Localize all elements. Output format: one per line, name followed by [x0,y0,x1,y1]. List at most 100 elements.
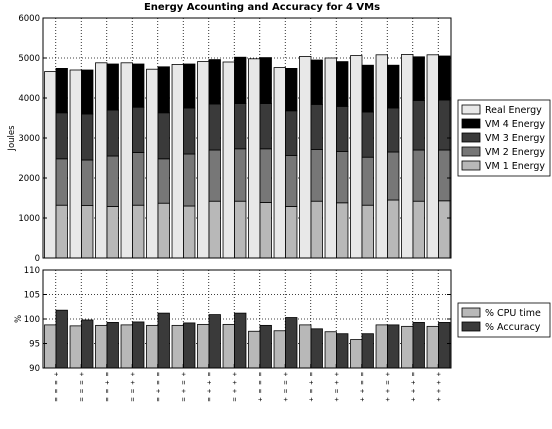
cpu-time-bar [197,323,210,369]
x-tick-label: = + = = [154,372,162,402]
accuracy-bar [157,312,170,369]
legend-swatch [461,146,481,157]
real-energy-bar [248,58,261,259]
accuracy-y-tick-label: 95 [29,340,40,350]
real-energy-bar [171,64,184,259]
energy-y-tick-label: 4000 [18,94,40,104]
x-tick-label: = = + + [129,372,137,402]
accuracy-bar [336,333,349,369]
vm-4-energy-bar [132,63,145,108]
vm-1-energy-bar [336,202,349,259]
vm-1-energy-bar [438,200,451,259]
x-tick-label: + + + + [435,372,443,402]
chart-title: Energy Acounting and Accuracy for 4 VMs [144,2,380,13]
vm-3-energy-bar [183,107,196,155]
accuracy-y-tick-label: 100 [24,315,40,325]
vm-4-energy-bar [387,64,400,109]
vm-3-energy-bar [387,107,400,153]
energy-plot-bars [44,54,451,259]
vm-4-energy-bar [81,69,94,115]
vm-2-energy-bar [157,158,170,204]
vm-4-energy-bar [361,64,374,113]
vm-1-energy-bar [285,205,298,259]
x-tick-label: = = + = [103,372,111,402]
vm-3-energy-bar [157,112,170,160]
cpu-time-bar [120,324,133,369]
x-tick-label: = = = + [78,372,86,402]
vm-4-energy-bar [336,61,349,107]
legend-label: Real Energy [485,105,542,116]
x-tick-label: = + + + [231,372,239,402]
vm-3-energy-bar [361,111,374,158]
accuracy-legend: % CPU time % Accuracy [457,302,551,338]
vm-1-energy-bar [157,202,170,259]
accuracy-bar [361,333,374,369]
x-tick-label: = = = + [52,372,60,402]
accuracy-bar [438,322,451,369]
vm-4-energy-bar [438,55,451,101]
vm-1-energy-bar [106,205,119,259]
vm-1-energy-bar [183,205,196,259]
real-energy-bar [120,62,133,259]
vm-4-energy-bar [183,63,196,109]
vm-4-energy-bar [106,63,119,111]
vm-1-energy-bar [387,199,400,259]
vm-1-energy-bar [361,204,374,259]
energy-y-tick-label: 1000 [18,214,40,224]
legend-label: VM 2 Energy [485,147,545,158]
accuracy-y-ticks: 90 95 100 105 110 [24,266,451,374]
accuracy-bar [81,319,94,369]
legend-swatch [461,132,481,143]
vm-3-energy-bar [285,110,298,157]
vm-3-energy-bar [81,113,94,161]
vm-2-energy-bar [81,159,94,206]
vm-2-energy-bar [387,151,400,201]
vm-3-energy-bar [208,103,221,151]
energy-y-tick-label: 6000 [18,14,40,24]
vm-4-energy-bar [285,68,298,112]
x-tick-label: = + + = [205,372,213,402]
accuracy-y-tick-label: 90 [29,364,40,374]
energy-legend: Real Energy VM 4 Energy VM 3 Energy VM 2 En… [457,99,551,177]
x-tick-label: + = = + [282,372,290,402]
legend-label: VM 3 Energy [485,133,545,144]
legend-swatch [461,160,481,171]
cpu-time-bar [299,324,312,369]
cpu-time-bar [426,325,439,369]
real-energy-bar [197,61,210,259]
vm-2-energy-bar [336,151,349,204]
vm-1-energy-bar [310,200,323,259]
vm-3-energy-bar [438,99,451,151]
vm-4-energy-bar [208,59,221,105]
energy-y-ticks: 0 1000 2000 3000 4000 5000 6000 [18,14,451,264]
vm-3-energy-bar [336,106,349,153]
cpu-time-bar [273,330,286,369]
real-energy-bar [299,56,312,259]
legend-swatch [461,104,481,115]
x-tick-labels: = = = + = = = + = = + = = = + + = + = = = + =… [52,364,443,402]
vm-1-energy-bar [234,200,247,259]
energy-y-tick-label: 5000 [18,54,40,64]
x-tick-label: + + = + [384,372,392,402]
energy-y-axis-label: Joules [7,125,17,152]
x-tick-label: + = + + [333,372,341,402]
vm-2-energy-bar [208,149,221,202]
accuracy-bar [285,317,298,369]
accuracy-bar [234,312,247,369]
real-energy-bar [222,61,235,259]
accuracy-y-tick-label: 105 [24,291,40,301]
vm-2-energy-bar [132,151,145,206]
accuracy-bar [132,321,145,369]
real-energy-bar [273,67,286,259]
vm-3-energy-bar [132,106,145,153]
legend-swatch [461,321,481,332]
vm-2-energy-bar [412,149,425,202]
accuracy-y-axis-label: % [14,315,24,323]
vm-1-energy-bar [412,200,425,259]
x-tick-label: + + = = [358,372,366,402]
accuracy-bar [387,324,400,369]
vm-3-energy-bar [412,100,425,151]
vm-3-energy-bar [55,112,68,160]
cpu-time-bar [401,325,414,369]
x-tick-label: + = = = [256,372,264,402]
